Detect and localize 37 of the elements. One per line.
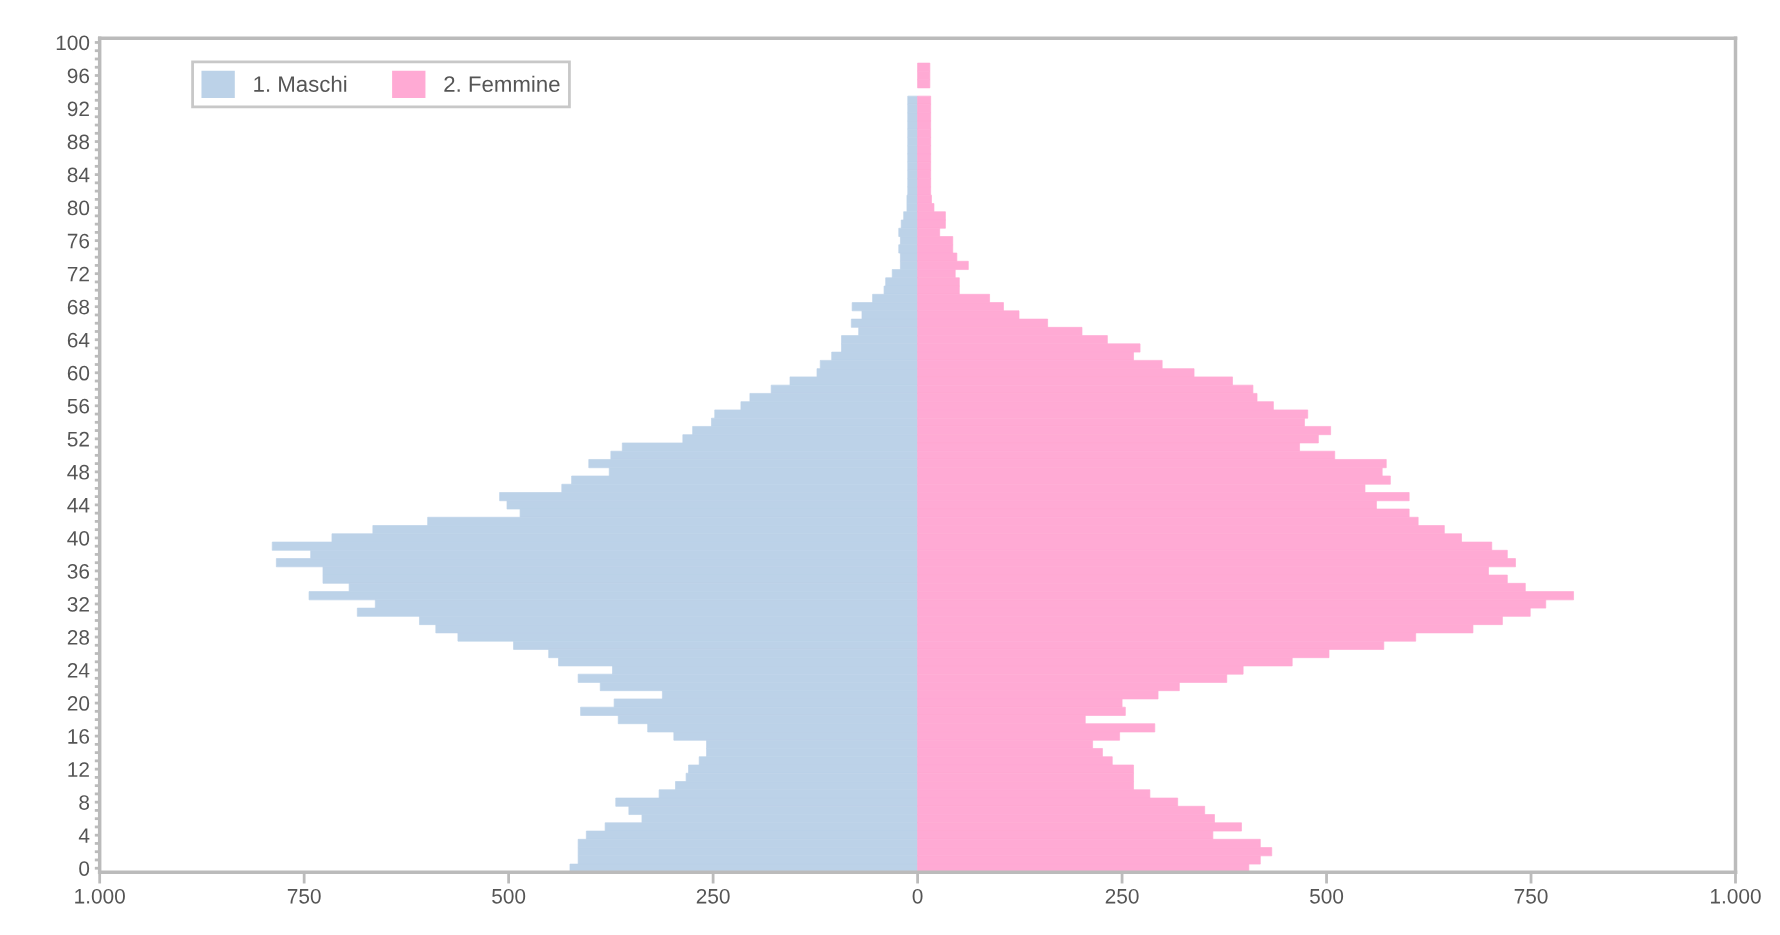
y-tick-label: 20	[67, 696, 90, 711]
y-tick-label: 48	[67, 464, 90, 480]
x-tick-label: 500	[492, 888, 526, 904]
y-tick-label: 12	[68, 762, 89, 777]
legend-label: 2. Femmine	[444, 75, 560, 92]
x-tick-label: 750	[287, 888, 321, 904]
y-tick-label: 0	[79, 861, 90, 876]
x-tick-label: 1.000	[75, 888, 125, 904]
y-tick-label: 8	[79, 795, 90, 810]
y-tick-label: 4	[78, 828, 90, 843]
y-tick-label: 64	[67, 332, 90, 348]
y-tick-label: 72	[67, 266, 89, 282]
y-tick-label: 80	[67, 200, 90, 216]
x-tick-label: 0	[912, 888, 923, 904]
y-tick-label: 24	[67, 663, 90, 678]
y-tick-label: 44	[67, 498, 90, 513]
y-tick-label: 36	[67, 563, 90, 579]
y-tick-label: 16	[68, 729, 90, 744]
y-tick-label: 76	[67, 233, 90, 249]
y-tick-label: 52	[67, 431, 89, 447]
legend-label: 1. Maschi	[254, 75, 347, 92]
y-tick-label: 40	[67, 530, 90, 546]
x-tick-label: 500	[1310, 888, 1344, 904]
x-tick-label: 250	[1105, 888, 1139, 904]
x-tick-label: 750	[1514, 888, 1548, 904]
y-tick-label: 32	[67, 596, 89, 612]
y-tick-label: 100	[56, 35, 90, 51]
y-tick-label: 92	[67, 101, 89, 117]
y-tick-label: 84	[67, 167, 90, 183]
y-tick-label: 88	[67, 134, 90, 150]
y-tick-label: 96	[67, 68, 90, 84]
x-tick-label: 1.000	[1711, 888, 1761, 904]
x-tick-label: 250	[696, 888, 730, 904]
y-tick-label: 68	[67, 299, 90, 315]
y-tick-label: 56	[67, 398, 90, 414]
y-tick-label: 28	[67, 630, 90, 645]
y-tick-label: 60	[67, 365, 90, 381]
